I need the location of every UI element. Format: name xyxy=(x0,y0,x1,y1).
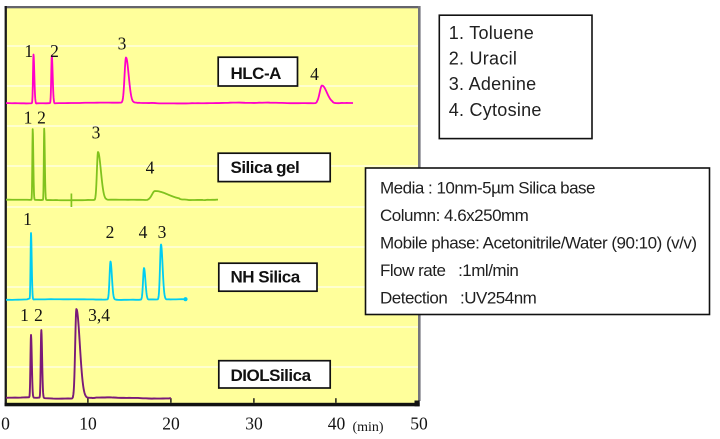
svg-text:DIOLSilica: DIOLSilica xyxy=(231,366,312,385)
svg-text:(min): (min) xyxy=(352,420,383,435)
svg-text:Detection :UV254nm: Detection :UV254nm xyxy=(380,289,537,308)
svg-text:0: 0 xyxy=(1,414,10,434)
svg-text:Column: 4.6x250mm: Column: 4.6x250mm xyxy=(380,206,529,225)
svg-text:1: 1 xyxy=(23,209,32,229)
svg-text:2: 2 xyxy=(34,305,43,325)
svg-text:4. Cytosine: 4. Cytosine xyxy=(449,100,542,120)
svg-text:10: 10 xyxy=(79,414,97,434)
svg-text:HLC-A: HLC-A xyxy=(231,64,282,83)
svg-text:1: 1 xyxy=(20,305,29,325)
svg-text:2: 2 xyxy=(106,222,115,242)
svg-text:2: 2 xyxy=(37,108,46,128)
svg-text:NH Silica: NH Silica xyxy=(231,268,301,287)
svg-text:2. Uracil: 2. Uracil xyxy=(449,49,517,69)
svg-text:3: 3 xyxy=(158,222,167,242)
svg-text:1: 1 xyxy=(24,108,33,128)
svg-text:1: 1 xyxy=(24,41,33,61)
svg-text:1. Toluene: 1. Toluene xyxy=(449,23,534,43)
svg-text:30: 30 xyxy=(245,414,263,434)
svg-text:3: 3 xyxy=(92,123,101,143)
svg-text:Mobile phase: Acetonitrile/Wat: Mobile phase: Acetonitrile/Water (90:10)… xyxy=(380,234,697,253)
svg-text:50: 50 xyxy=(410,414,428,434)
svg-text:Silica gel: Silica gel xyxy=(231,158,300,177)
svg-text:3,4: 3,4 xyxy=(88,305,110,325)
svg-text:2: 2 xyxy=(50,41,59,61)
svg-text:4: 4 xyxy=(146,158,155,178)
svg-text:3. Adenine: 3. Adenine xyxy=(449,74,537,94)
svg-text:4: 4 xyxy=(310,64,319,84)
svg-text:3: 3 xyxy=(118,34,127,54)
svg-text:4: 4 xyxy=(139,222,148,242)
svg-text:Media : 10nm-5µm Silica base: Media : 10nm-5µm Silica base xyxy=(380,179,595,198)
svg-text:20: 20 xyxy=(162,414,180,434)
svg-text:40: 40 xyxy=(328,414,346,434)
svg-text:Flow rate :1ml/min: Flow rate :1ml/min xyxy=(380,261,518,280)
